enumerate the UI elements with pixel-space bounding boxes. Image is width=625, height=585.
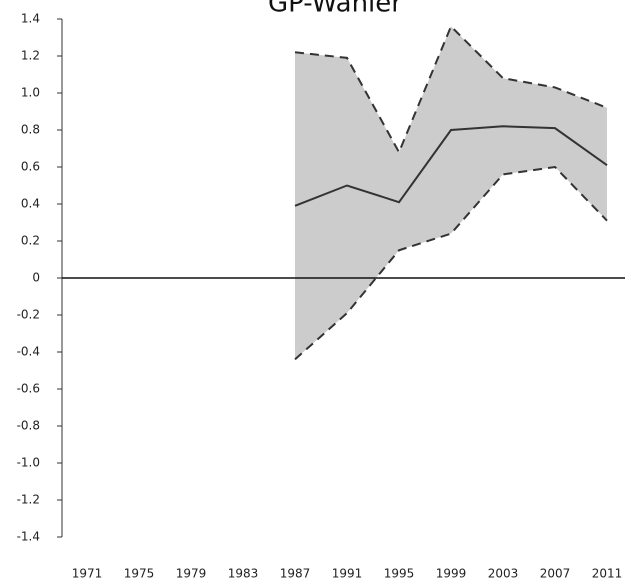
x-tick-label: 1991	[332, 567, 363, 581]
x-tick-label: 1979	[176, 567, 207, 581]
y-tick-label: 1.4	[21, 12, 40, 26]
x-tick-label: 2007	[540, 567, 571, 581]
mean-line	[294, 125, 608, 207]
y-tick-label: -0.4	[17, 345, 40, 359]
x-tick-label: 1999	[436, 567, 467, 581]
x-tick-label: 1975	[124, 567, 155, 581]
x-tick-label: 1995	[384, 567, 415, 581]
y-tick-label: -0.2	[17, 308, 40, 322]
x-tick-label: 1983	[228, 567, 259, 581]
confidence-band	[295, 26, 607, 360]
y-tick-label: 1.2	[21, 49, 40, 63]
x-tick-label: 1987	[280, 567, 311, 581]
lower-bound	[294, 165, 608, 361]
y-tick-label: 0.6	[21, 160, 40, 174]
y-tick-label: 0.2	[21, 234, 40, 248]
x-tick-label: 2011	[592, 567, 623, 581]
y-tick-label: -1.4	[17, 530, 40, 544]
y-tick-label: -1.0	[17, 456, 40, 470]
y-tick-label: 1.0	[21, 86, 40, 100]
y-tick-label: 0	[32, 271, 40, 285]
y-tick-label: -0.8	[17, 419, 40, 433]
x-tick-label: 1971	[72, 567, 103, 581]
y-tick-label: -1.2	[17, 493, 40, 507]
x-tick-label: 2003	[488, 567, 519, 581]
y-tick-label: 0.8	[21, 123, 40, 137]
upper-bound	[294, 24, 608, 155]
y-tick-label: 0.4	[21, 197, 40, 211]
y-tick-label: -0.6	[17, 382, 40, 396]
chart-title: GP-Wähler	[268, 0, 402, 19]
